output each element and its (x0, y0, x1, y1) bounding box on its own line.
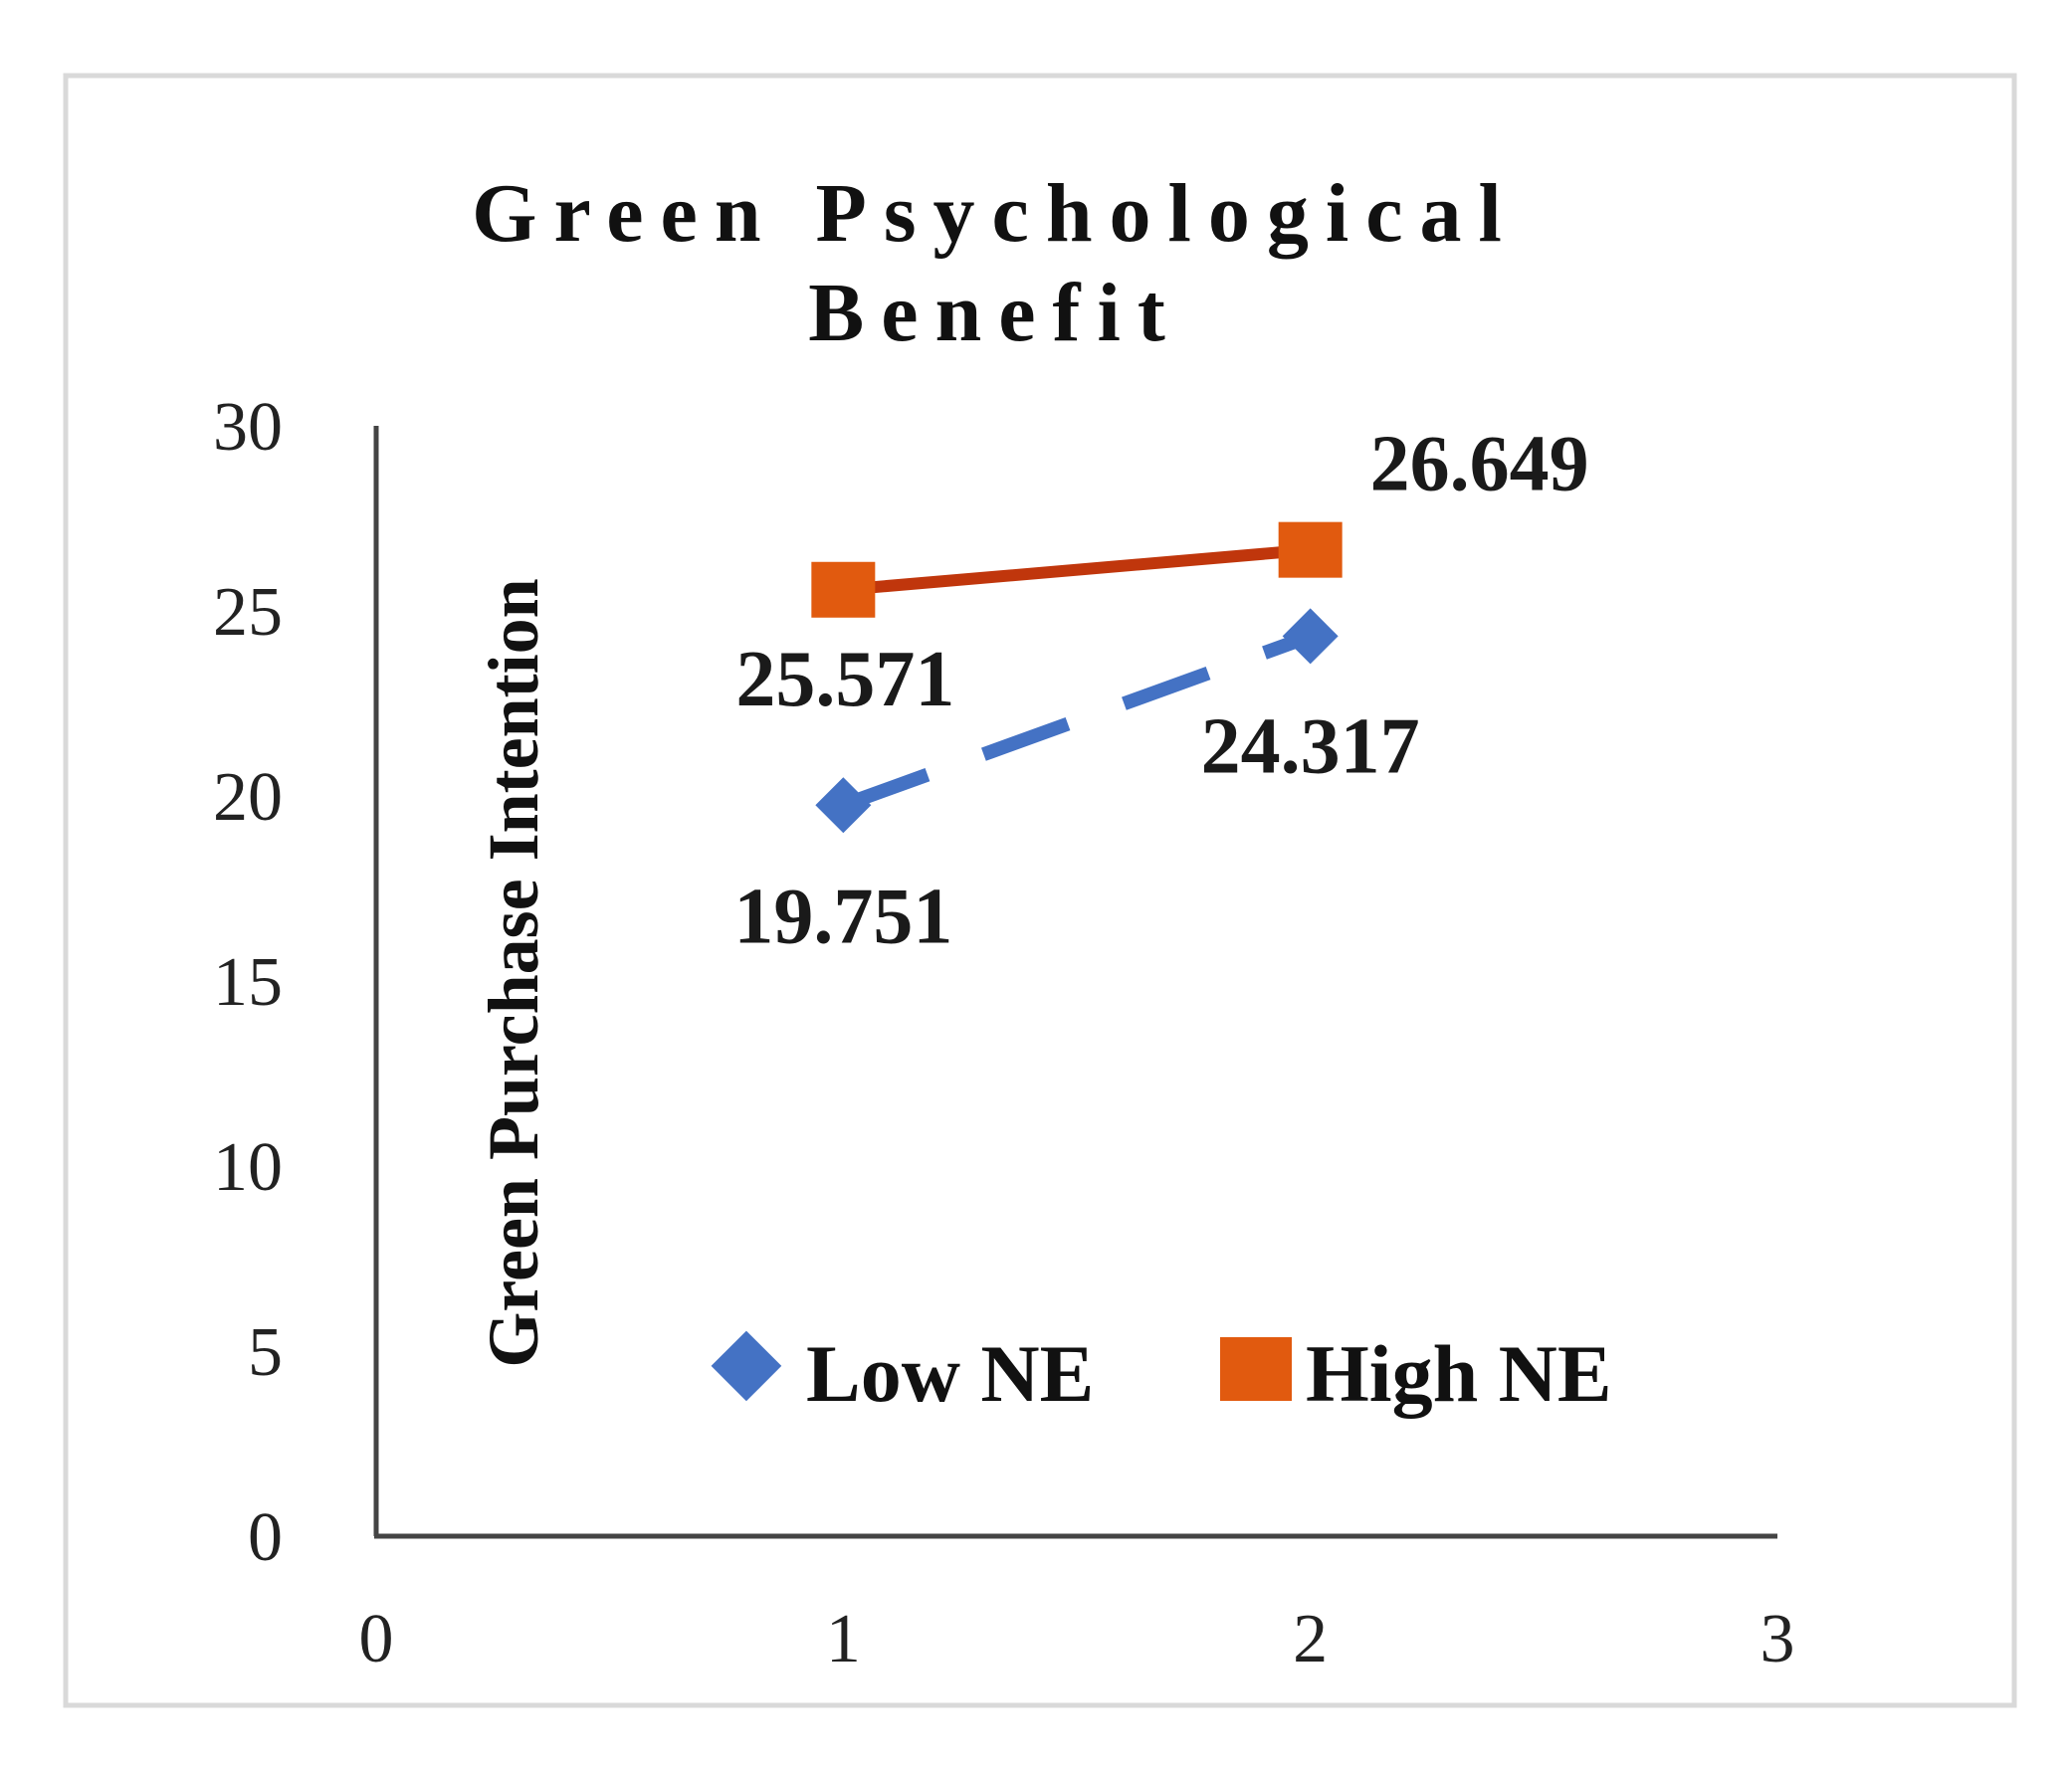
chart-frame (63, 73, 2017, 1708)
data-label-low-ne: 24.317 (1201, 702, 1420, 790)
series-layer (811, 521, 1343, 834)
legend-marker-low-ne (711, 1330, 782, 1402)
data-point-low-ne (815, 777, 872, 834)
x-tick-labels: 0 1 2 3 (359, 1601, 1795, 1677)
legend-marker-high-ne (1220, 1337, 1292, 1401)
data-label-high-ne: 26.649 (1370, 421, 1589, 508)
y-tick-label: 15 (213, 944, 283, 1021)
y-tick-label: 20 (213, 759, 283, 836)
legend-label-low-ne: Low NE (806, 1328, 1094, 1419)
legend: Low NE High NE (711, 1328, 1612, 1419)
data-label-low-ne: 19.751 (733, 873, 952, 960)
y-tick-label: 10 (213, 1129, 283, 1206)
legend-label-high-ne: High NE (1306, 1328, 1612, 1419)
x-tick-label: 0 (359, 1601, 394, 1677)
y-axis-label: Green Purchase Intention (474, 578, 553, 1367)
x-tick-label: 2 (1293, 1601, 1328, 1677)
y-tick-label: 30 (213, 389, 283, 466)
x-tick-label: 1 (826, 1601, 861, 1677)
chart-title-line-1: Green Psychological (472, 167, 1519, 260)
data-point-high-ne (811, 561, 876, 618)
y-tick-label: 5 (248, 1314, 283, 1391)
axes (373, 426, 1777, 1539)
y-tick-label: 25 (213, 574, 283, 651)
data-point-low-ne (1282, 608, 1339, 665)
y-tick-labels: 0 5 10 15 20 25 30 (213, 389, 283, 1576)
series-line-high-ne (842, 543, 1312, 596)
data-label-high-ne: 25.571 (735, 636, 954, 723)
chart-title-line-2: Benefit (808, 267, 1182, 359)
data-point-high-ne (1278, 521, 1343, 578)
data-labels-layer: 19.751 24.317 25.571 26.649 (733, 421, 1588, 961)
series-line-low-ne (840, 629, 1314, 812)
y-tick-label: 0 (248, 1499, 283, 1576)
x-tick-label: 3 (1761, 1601, 1795, 1677)
